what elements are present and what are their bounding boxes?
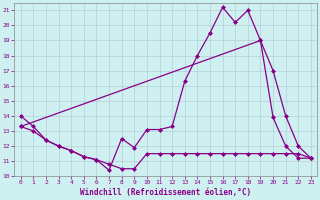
X-axis label: Windchill (Refroidissement éolien,°C): Windchill (Refroidissement éolien,°C)	[80, 188, 252, 197]
